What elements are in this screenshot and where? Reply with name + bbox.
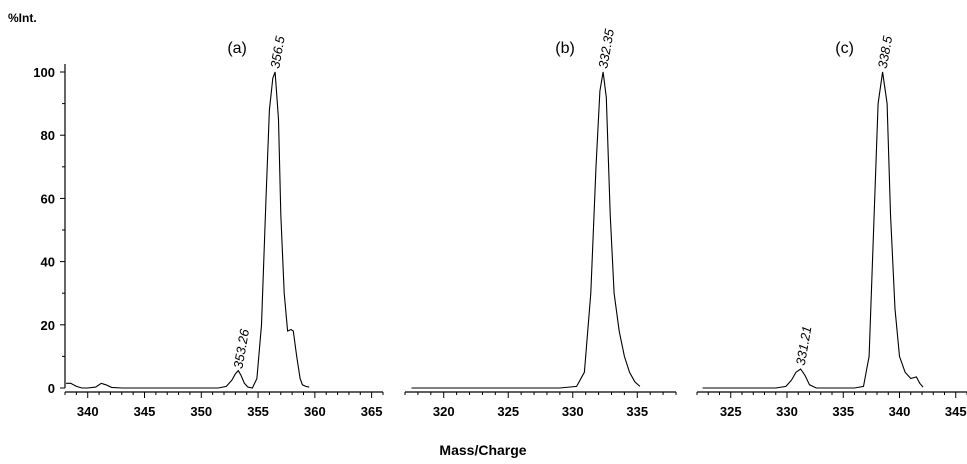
x-tick-label: 350 — [190, 404, 212, 419]
y-axis-label: %Int. — [8, 11, 37, 25]
y-tick-label: 40 — [41, 255, 55, 270]
x-tick-label: 355 — [247, 404, 269, 419]
peak-label: 353.26 — [230, 327, 252, 370]
spectrum-panel-2: 320 325 330 335 332.35 (b) — [404, 27, 677, 419]
x-tick-label: 335 — [832, 404, 854, 419]
x-tick-label: 330 — [562, 404, 584, 419]
x-tick-label: 325 — [497, 404, 519, 419]
x-tick-label: 360 — [304, 404, 326, 419]
x-tick-label: 345 — [945, 404, 967, 419]
x-tick-label: 365 — [361, 404, 383, 419]
panel-label: (c) — [835, 40, 854, 57]
x-tick-label: 345 — [134, 404, 156, 419]
peak-label: 332.35 — [595, 27, 617, 70]
spectrum-panel-1: 340 345 350 355 360 365 356.5 353.26 (a) — [64, 34, 384, 419]
x-tick-label: 330 — [776, 404, 798, 419]
x-tick-label: 340 — [889, 404, 911, 419]
spectrum-trace — [702, 71, 924, 389]
y-tick-label: 20 — [41, 318, 55, 333]
spectrum-trace — [66, 71, 310, 389]
peak-label: 331.21 — [793, 325, 815, 367]
x-axis-label: Mass/Charge — [439, 442, 526, 458]
x-tick-label: 340 — [77, 404, 99, 419]
panel-label: (a) — [227, 40, 247, 57]
y-tick-label: 0 — [48, 381, 55, 396]
x-tick-label: 335 — [626, 404, 648, 419]
peak-label: 356.5 — [267, 34, 288, 69]
x-tick-label: 320 — [433, 404, 455, 419]
y-tick-label: 100 — [33, 65, 55, 80]
x-tick-label: 325 — [720, 404, 742, 419]
spectrum-trace — [411, 71, 641, 389]
y-tick-label: 60 — [41, 191, 55, 206]
spectrum-panel-3: 325 330 335 340 345 338.5 331.21 (c) — [696, 34, 967, 419]
panel-label: (b) — [555, 40, 575, 57]
peak-label: 338.5 — [875, 34, 896, 69]
chart-layer: 0 20 40 60 80 100 340 345 350 355 360 365 356.5 353.2… — [33, 27, 967, 419]
y-tick-label: 80 — [41, 128, 55, 143]
